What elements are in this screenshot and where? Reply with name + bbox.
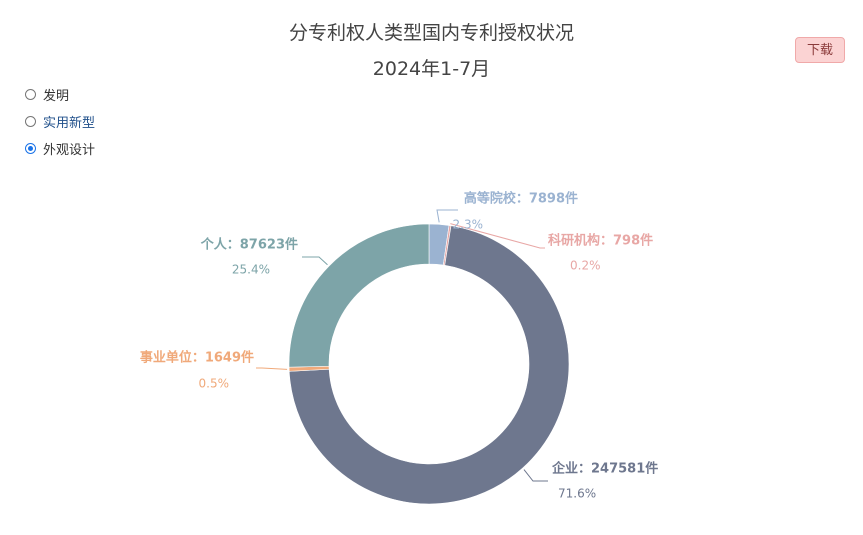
leader-line-public-institution xyxy=(256,367,288,370)
radio-label-utility-model: 实用新型 xyxy=(43,115,96,131)
slice-label-individual: 个人：87623件 xyxy=(200,237,298,253)
slice-label-research-institute: 科研机构：798件 xyxy=(548,233,653,249)
slice-label-enterprise: 企业：247581件 xyxy=(551,461,658,477)
radio-utility-model[interactable]: 实用新型 xyxy=(25,112,96,131)
slice-percent-individual: 25.4% xyxy=(232,263,270,277)
radio-label-design: 外观设计 xyxy=(43,142,96,158)
chart-title: 分专利权人类型国内专利授权状况 xyxy=(288,22,574,44)
radio-circle-utility-model[interactable] xyxy=(25,115,36,127)
radio-design[interactable]: 外观设计 xyxy=(25,139,96,158)
slice-enterprise[interactable] xyxy=(288,225,570,505)
download-button[interactable]: 下载 xyxy=(795,37,845,63)
radio-circle-design[interactable] xyxy=(25,142,36,154)
radio-invention[interactable]: 发明 xyxy=(25,85,95,104)
slice-percent-enterprise: 71.6% xyxy=(558,487,596,501)
slice-percent-university: 2.3% xyxy=(453,218,484,232)
radio-circle-invention[interactable] xyxy=(25,88,36,100)
slice-percent-public-institution: 0.5% xyxy=(199,377,230,391)
leader-line-individual xyxy=(302,256,328,266)
leader-line-enterprise xyxy=(523,469,548,482)
slice-label-public-institution: 事业单位：1649件 xyxy=(140,350,254,366)
radio-label-invention: 发明 xyxy=(43,88,70,104)
chart-subtitle: 2024年1-7月 xyxy=(372,58,491,80)
leader-line-research-institute xyxy=(450,223,545,249)
slice-individual[interactable] xyxy=(288,223,430,368)
slice-percent-research-institute: 0.2% xyxy=(570,259,601,273)
slice-label-university: 高等院校：7898件 xyxy=(464,191,578,207)
patent-type-radio-group: 发明 实用新型 外观设计 xyxy=(25,85,95,166)
leader-line-university xyxy=(436,209,458,223)
